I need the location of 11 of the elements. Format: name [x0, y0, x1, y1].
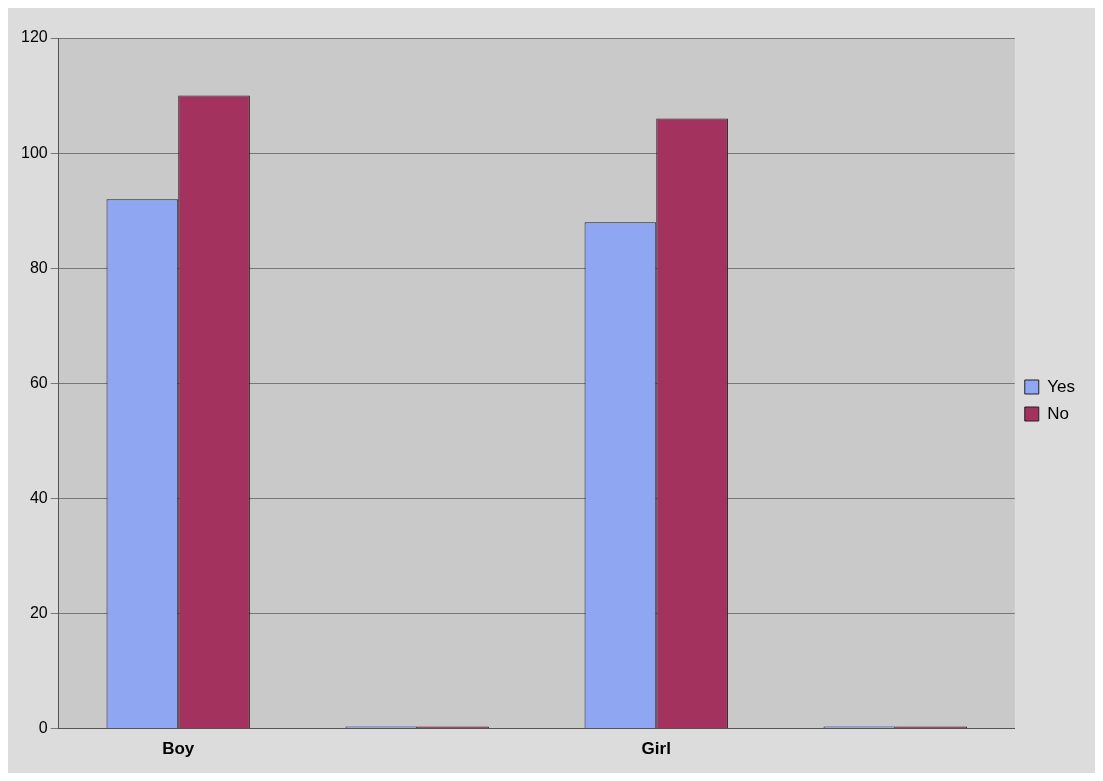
legend-label: Yes [1047, 376, 1075, 396]
y-tick-label: 100 [20, 143, 48, 161]
y-tick-label: 40 [29, 488, 48, 506]
legend-label: No [1047, 403, 1069, 423]
y-tick-label: 80 [29, 258, 48, 276]
y-tick-label: 0 [38, 719, 48, 737]
y-tick-label: 120 [20, 28, 48, 46]
x-tick-label: Boy [162, 739, 195, 759]
x-tick-label: Girl [641, 739, 671, 759]
y-tick-label: 20 [29, 603, 48, 621]
y-tick-label: 60 [29, 373, 48, 391]
